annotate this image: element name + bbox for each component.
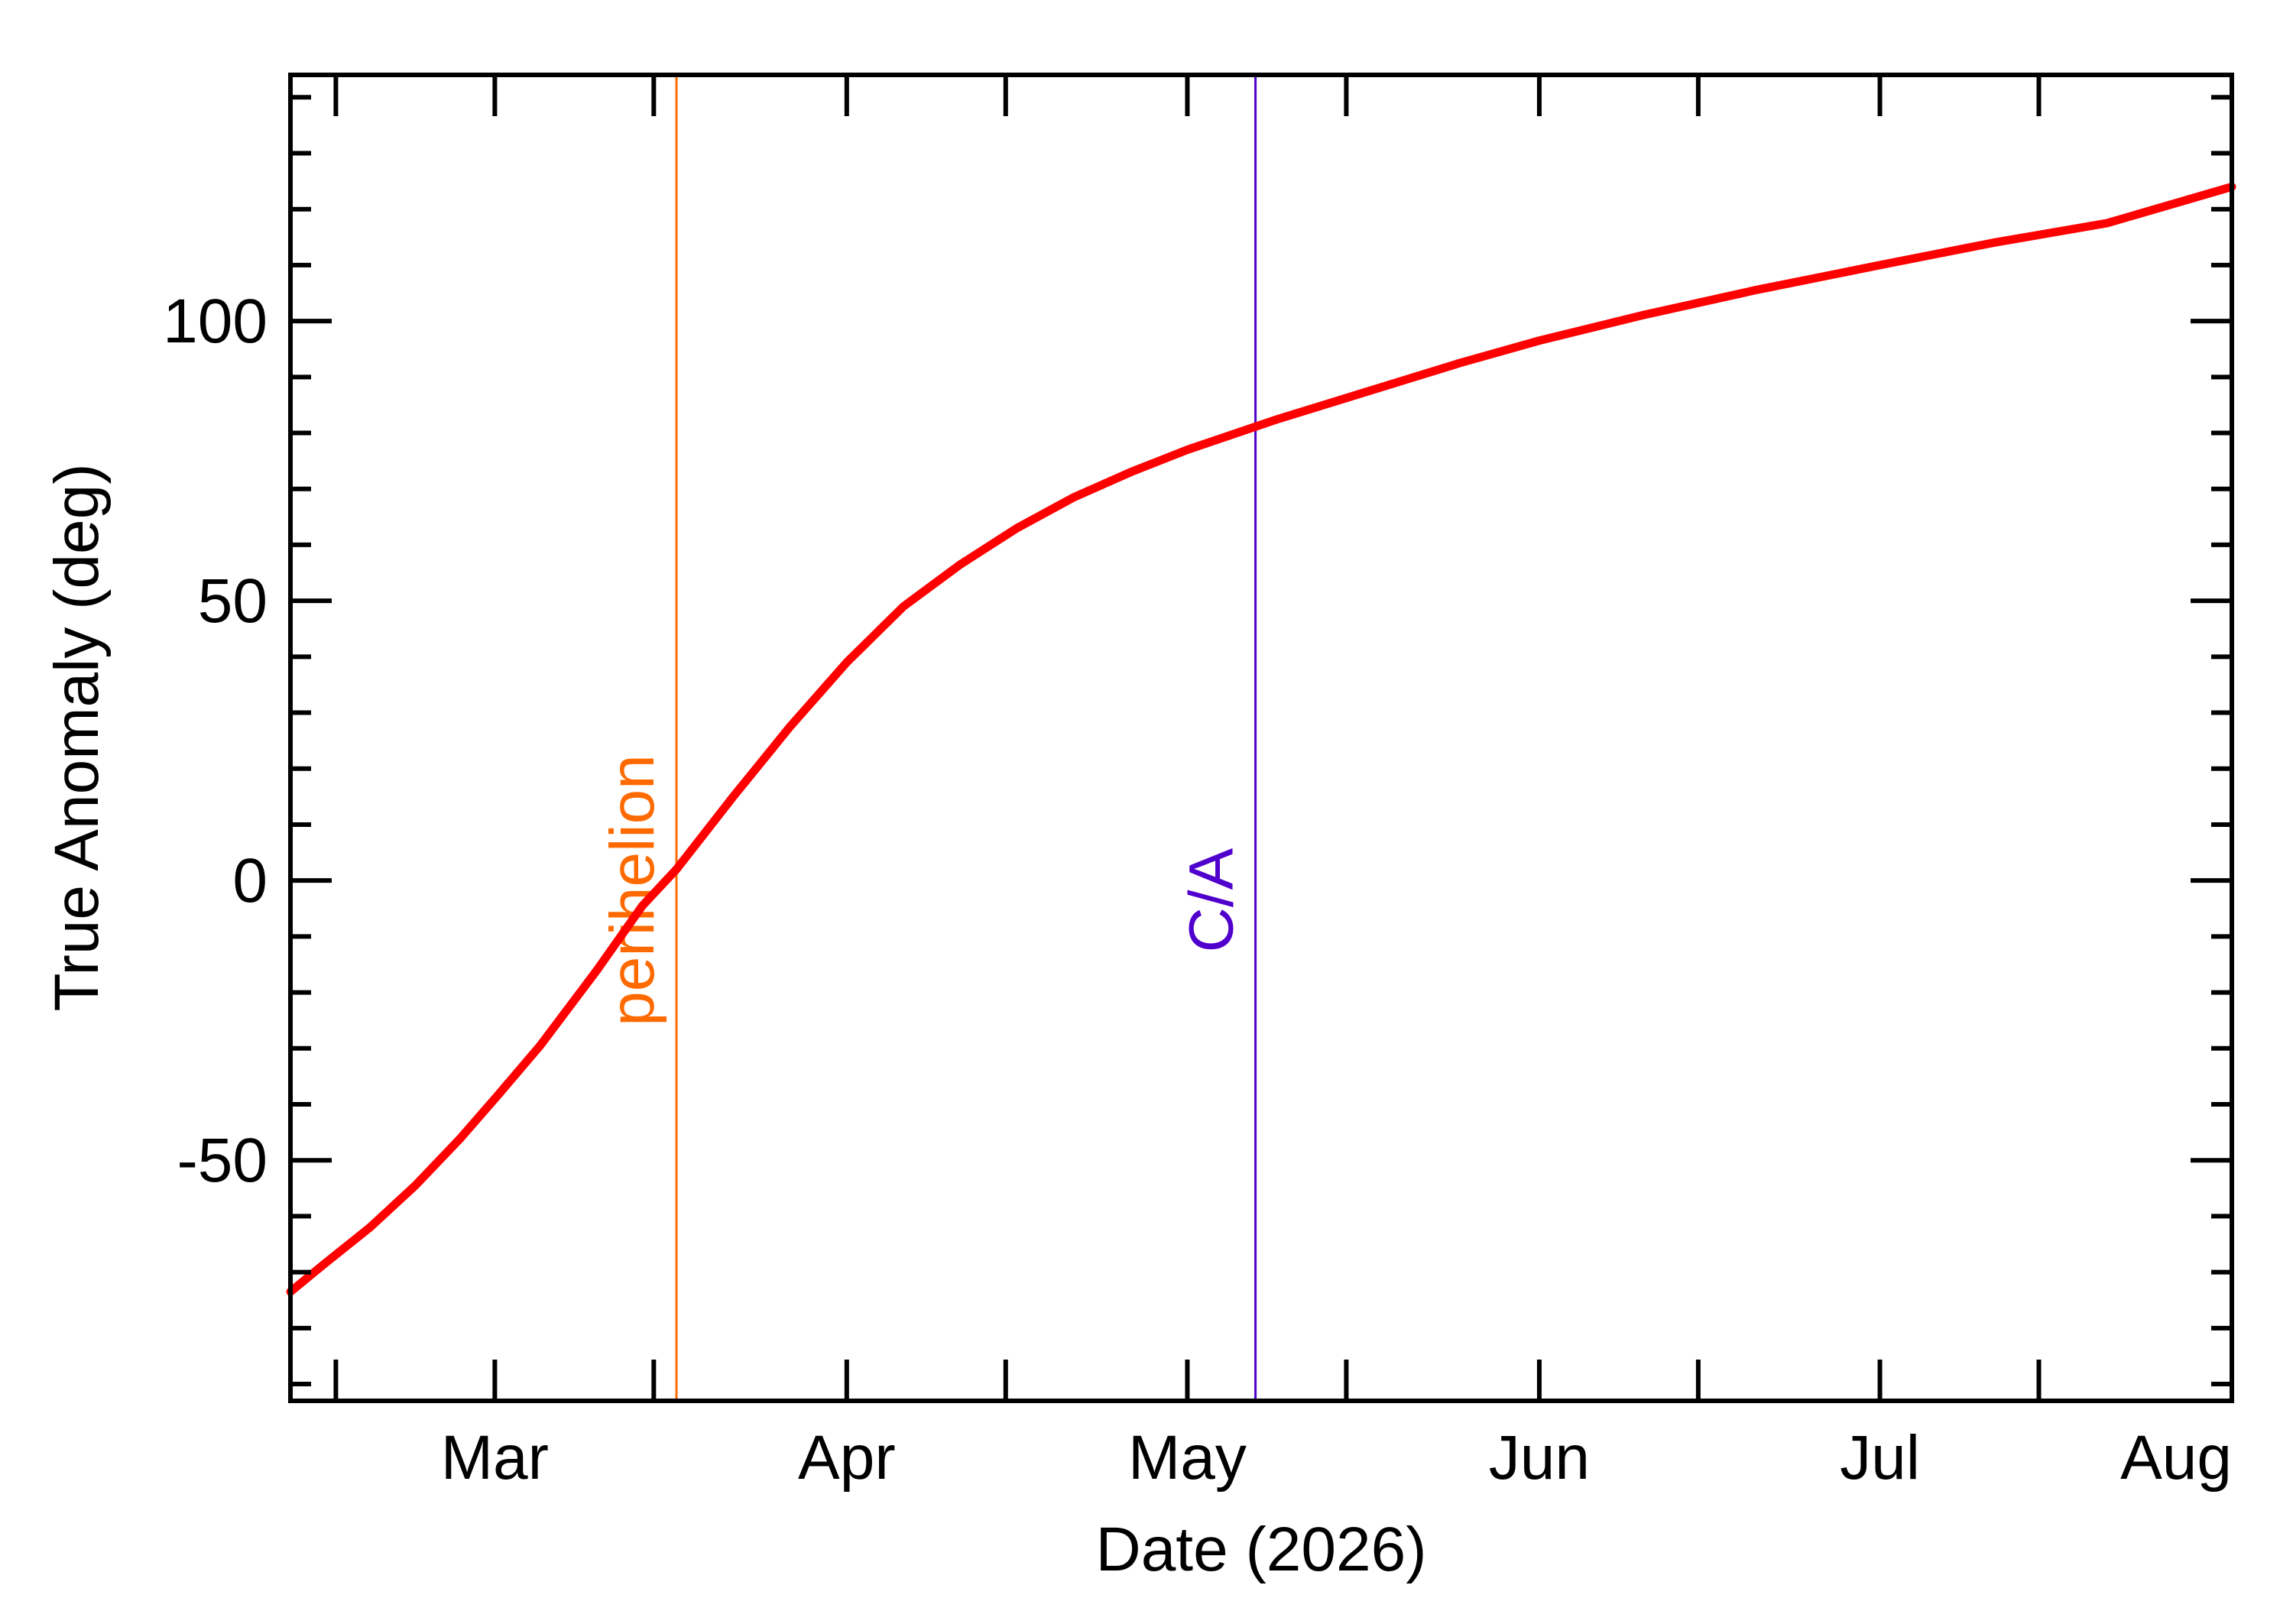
x-tick-label-5: Aug [2120,1423,2232,1493]
y-tick-label-0: -50 [177,1126,268,1195]
x-tick-label-2: May [1128,1423,1247,1493]
series-line-0 [286,182,2236,1296]
y-axis-label: True Anomaly (deg) [42,463,112,1011]
marker-lines: perihelion C/A [598,75,1257,1401]
x-tick-label-1: Apr [798,1423,896,1493]
x-tick-label-3: Jun [1489,1423,1590,1493]
data-series [286,182,2236,1296]
y-tick-label-2: 50 [198,566,268,636]
y-tick-label-3: 100 [163,287,268,356]
y-tick-label-1: 0 [232,846,268,916]
x-tick-label-0: Mar [441,1423,549,1493]
marker-label-1: C/A [1177,848,1247,952]
plot-frame [288,73,2234,1403]
tick-labels: Mar Apr May Jun Jul Aug -50 0 50 100 [163,287,2232,1493]
x-axis-label: Date (2026) [1095,1515,1426,1584]
axis-ticks [290,75,2234,1401]
x-tick-label-4: Jul [1840,1423,1920,1493]
